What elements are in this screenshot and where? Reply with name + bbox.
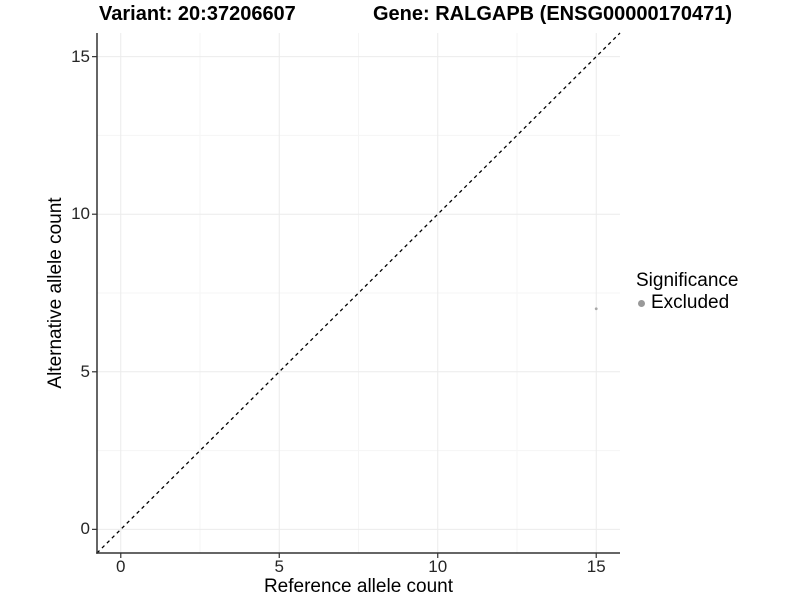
x-tick-label: 5 — [274, 557, 284, 576]
legend-label: Excluded — [651, 292, 730, 313]
legend-entry: Excluded — [636, 292, 738, 314]
legend-title: Significance — [636, 270, 739, 291]
x-tick-label: 15 — [586, 557, 606, 576]
plot-title-variant: Variant: 20:37206607 — [99, 3, 296, 25]
legend-entries: Excluded — [636, 292, 738, 314]
x-tick-label: 0 — [116, 557, 126, 576]
y-tick-label: 15 — [71, 46, 90, 66]
legend: Significance Excluded — [636, 269, 738, 314]
y-tick-label: 10 — [71, 204, 90, 224]
data-point — [594, 307, 598, 311]
x-axis-title: Reference allele count — [263, 576, 454, 597]
y-tick-label: 0 — [80, 519, 90, 539]
legend-point-icon — [638, 299, 645, 307]
plot-title-gene: Gene: RALGAPB (ENSG00000170471) — [373, 3, 733, 25]
y-axis-title: Alternative allele count — [45, 197, 66, 389]
x-tick-label: 10 — [428, 557, 448, 576]
y-tick-label: 5 — [80, 361, 90, 381]
